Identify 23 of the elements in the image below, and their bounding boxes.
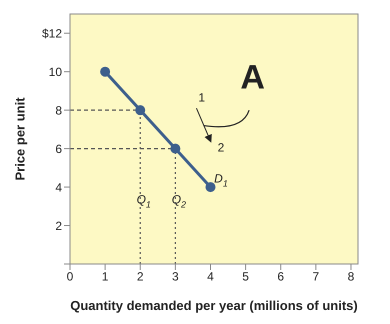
y-tick-label: 4 <box>55 180 62 194</box>
annotation: Q$_{1}$ <box>136 192 151 210</box>
annotation: D$_{1}$ <box>214 172 228 189</box>
x-tick-label: 3 <box>172 270 180 284</box>
x-tick-label: 5 <box>242 270 250 284</box>
annotation: A <box>240 58 265 96</box>
x-tick-label: 1 <box>102 270 109 284</box>
annotation: 2 <box>218 140 225 155</box>
x-tick-label: 6 <box>277 270 284 284</box>
annotation: 1 <box>198 90 206 105</box>
x-tick-label: 0 <box>66 270 74 284</box>
x-axis-title: Quantity demanded per year (millions of units) <box>70 298 358 313</box>
x-tick-label: 8 <box>348 270 355 284</box>
y-tick-label: 2 <box>55 218 62 233</box>
x-tick-label: 4 <box>207 270 214 284</box>
y-tick-label: $12 <box>42 26 62 40</box>
y-tick-label: 10 <box>48 64 62 79</box>
y-tick-label: 6 <box>55 142 62 156</box>
y-axis-title: Price per unit <box>12 96 28 181</box>
y-tick-label: 8 <box>55 103 62 118</box>
annotation: Q$_{2}$ <box>172 192 186 210</box>
x-tick-label: 7 <box>312 270 320 284</box>
x-tick-label: 2 <box>136 270 144 284</box>
